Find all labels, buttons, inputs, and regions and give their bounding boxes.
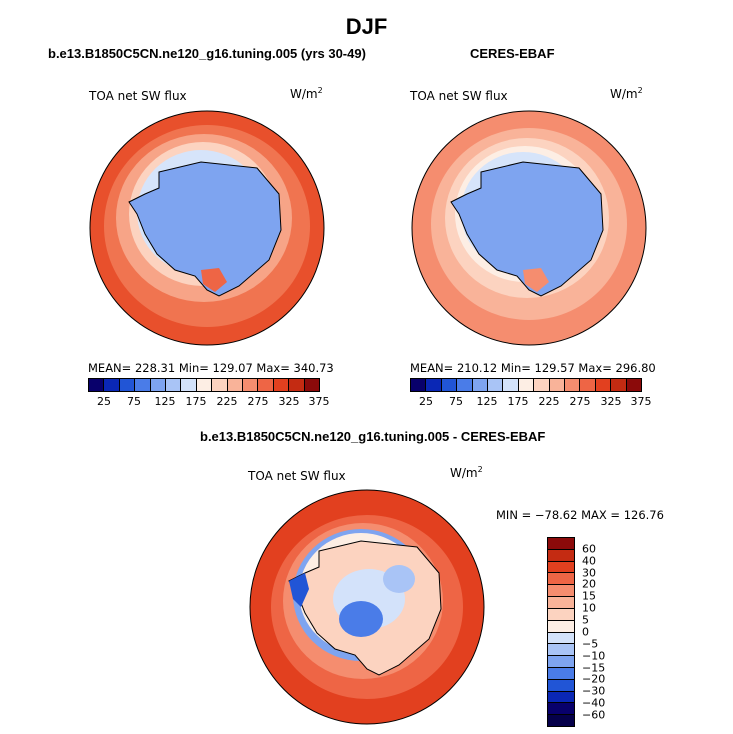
left-tick-125: 125: [154, 395, 176, 408]
diff-stats-text: MIN = −78.62 MAX = 126.76: [496, 508, 664, 522]
right-units-label: W/m2: [610, 86, 643, 101]
diff-tick-neg30: −30: [582, 684, 606, 698]
right-stats-text: MEAN= 210.12 Min= 129.57 Max= 296.80: [410, 361, 656, 375]
right-polar-map: [411, 110, 647, 346]
left-polar-map: [89, 110, 325, 346]
diff-tick-5: 5: [582, 613, 589, 627]
left-colorbar: [88, 378, 320, 392]
left-tick-325: 325: [278, 395, 300, 408]
diff-tick-15: 15: [582, 589, 596, 603]
diff-colorbar-ticks: 60 40 30 20 15 10 5 0 −5 −10 −15 −20 −30…: [582, 537, 622, 727]
left-tick-275: 275: [247, 395, 269, 408]
left-tick-375: 375: [308, 395, 330, 408]
diff-tick-neg60: −60: [582, 708, 606, 722]
right-panel-title: CERES-EBAF: [470, 46, 555, 61]
right-tick-325: 325: [600, 395, 622, 408]
diff-tick-60: 60: [582, 542, 596, 556]
right-colorbar: [410, 378, 642, 392]
diff-tick-neg15: −15: [582, 661, 606, 675]
diff-tick-10: 10: [582, 601, 596, 615]
diff-tick-neg10: −10: [582, 649, 606, 663]
diff-tick-neg5: −5: [582, 637, 599, 651]
diff-colorbar: [547, 537, 575, 727]
right-colorbar-ticks: 25 75 125 175 225 275 325 375: [410, 395, 652, 409]
left-panel-title: b.e13.B1850C5CN.ne120_g16.tuning.005 (yr…: [48, 46, 366, 61]
diff-tick-40: 40: [582, 554, 596, 568]
right-tick-25: 25: [419, 395, 433, 408]
diff-tick-30: 30: [582, 566, 596, 580]
diff-tick-20: 20: [582, 577, 596, 591]
right-tick-75: 75: [449, 395, 463, 408]
left-units-label: W/m2: [290, 86, 323, 101]
left-tick-225: 225: [216, 395, 238, 408]
left-tick-75: 75: [127, 395, 141, 408]
right-variable-label: TOA net SW flux: [410, 89, 508, 103]
diff-polar-map: [249, 489, 485, 725]
left-stats-text: MEAN= 228.31 Min= 129.07 Max= 340.73: [88, 361, 334, 375]
diff-panel-title: b.e13.B1850C5CN.ne120_g16.tuning.005 - C…: [200, 429, 546, 444]
right-tick-375: 375: [630, 395, 652, 408]
diff-units-label: W/m2: [450, 465, 483, 480]
diff-tick-neg40: −40: [582, 696, 606, 710]
diff-tick-neg20: −20: [582, 672, 606, 686]
left-colorbar-ticks: 25 75 125 175 225 275 325 375: [88, 395, 330, 409]
figure-title: DJF: [345, 14, 388, 39]
left-tick-25: 25: [97, 395, 111, 408]
diff-variable-label: TOA net SW flux: [248, 469, 346, 483]
diff-tick-0: 0: [582, 625, 589, 639]
left-tick-175: 175: [185, 395, 207, 408]
right-tick-225: 225: [538, 395, 560, 408]
right-tick-175: 175: [507, 395, 529, 408]
right-tick-275: 275: [569, 395, 591, 408]
right-tick-125: 125: [476, 395, 498, 408]
left-variable-label: TOA net SW flux: [89, 89, 187, 103]
